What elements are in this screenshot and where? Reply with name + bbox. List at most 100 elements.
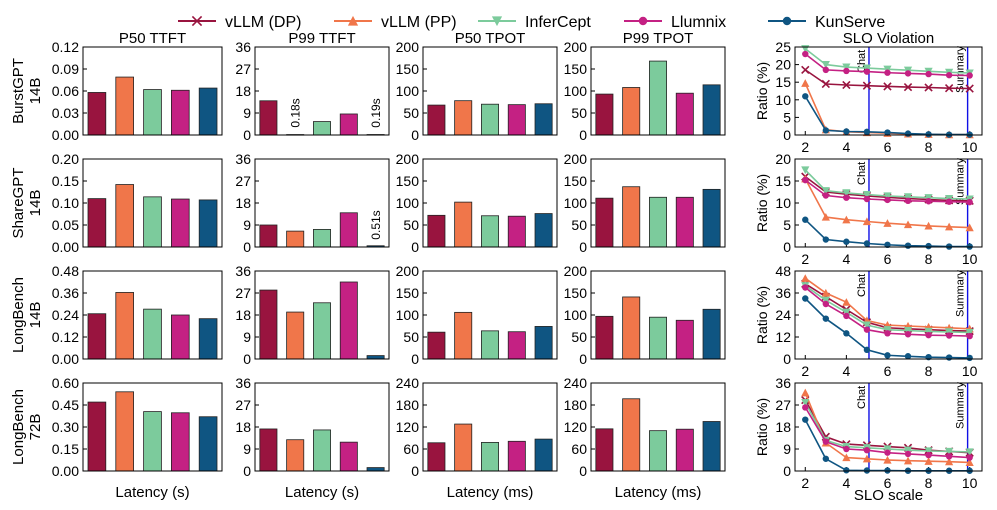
bar-1 — [622, 398, 641, 472]
row-label-line1: LongBench — [10, 389, 27, 465]
slo-point-3 — [904, 450, 912, 458]
bar-annotation: 0.51s — [369, 210, 383, 239]
row-label-line1: BurstGPT — [10, 58, 27, 124]
x-tick-label: 4 — [842, 139, 850, 155]
y-tick-label: 12 — [775, 329, 791, 345]
y-tick-label: 15 — [775, 173, 791, 189]
y-tick-label: 50 — [571, 329, 587, 345]
y-tick-label: 150 — [396, 173, 420, 189]
bar-panel-r3-c0: 0.00 0.15 0.30 0.45 0.60 — [52, 375, 223, 479]
slo-point-4 — [802, 295, 809, 302]
slo-point-3 — [966, 72, 973, 79]
slo-point-1 — [924, 221, 933, 230]
panel-frame — [422, 382, 558, 472]
y-tick-label: 0 — [579, 127, 587, 143]
y-tick-label: 0 — [243, 239, 251, 255]
x-tick-label: 4 — [842, 475, 850, 491]
bar-0 — [259, 224, 278, 248]
y-tick-label: 0.36 — [52, 285, 79, 301]
slo-point-2 — [883, 445, 892, 454]
y-tick-label: 0.06 — [52, 83, 79, 99]
bar-2 — [649, 430, 667, 472]
bar-2 — [481, 215, 499, 248]
y-tick-label: 9 — [243, 441, 251, 457]
slo-line-4 — [804, 95, 970, 136]
slo-point-3 — [945, 198, 953, 205]
x-tick-label: 10 — [962, 363, 978, 379]
slo-point-1 — [862, 217, 872, 226]
slo-point-2 — [821, 61, 830, 69]
bar-panel-r2-c3: 0 50 100 150 200 — [564, 263, 726, 367]
slo-point-3 — [822, 192, 830, 199]
bar-3 — [675, 428, 694, 472]
slo-point-3 — [843, 194, 850, 201]
y-tick-label: 0.05 — [52, 217, 79, 233]
y-tick-label: 18 — [235, 419, 251, 435]
slo-point-2 — [965, 448, 974, 457]
slo-point-0 — [965, 84, 974, 93]
slo-point-4 — [884, 352, 891, 359]
slo-point-2 — [903, 326, 913, 335]
row-label-line2: 14B — [27, 78, 44, 105]
bar-0 — [595, 93, 614, 136]
bar-panel-r2-c2: 0 50 100 150 200 — [396, 263, 558, 367]
y-tick-label: 9 — [243, 217, 251, 233]
slo-point-3 — [884, 330, 891, 337]
bar-1 — [622, 296, 641, 360]
bar-panel-r1-c1: 0 9 18 27 36 0.51s — [235, 151, 390, 255]
slo-point-4 — [884, 129, 891, 136]
y-tick-label: 10 — [775, 195, 791, 211]
x-tick-label: 6 — [884, 475, 892, 491]
bar-panel-r0-c0: 0.00 0.03 0.06 0.09 0.12 — [52, 39, 223, 143]
x-tick-label: 2 — [801, 251, 809, 267]
y-tick-label: 0 — [411, 239, 419, 255]
y-tick-label: 240 — [564, 375, 588, 391]
y-tick-label: 0.30 — [52, 419, 79, 435]
slo-point-3 — [925, 451, 932, 459]
bar-2 — [649, 60, 667, 136]
y-tick-label: 27 — [235, 61, 251, 77]
y-tick-label: 18 — [235, 195, 251, 211]
y-tick-label: 180 — [396, 397, 420, 413]
slo-point-3 — [802, 404, 809, 411]
slo-point-2 — [945, 328, 954, 336]
y-tick-label: 0 — [411, 127, 419, 143]
bar-0 — [595, 315, 614, 360]
slo-panel-r1: 0 5 10 15 20 2 4 6 8 10 Ratio (%) Chat Summary — [754, 151, 983, 267]
bar-4 — [534, 326, 553, 360]
slo-point-4 — [904, 353, 912, 360]
slo-point-4 — [904, 242, 912, 249]
slo-point-1 — [801, 79, 810, 87]
bar-3 — [507, 440, 526, 472]
x-axis-label-1: Latency (s) — [285, 484, 359, 501]
bar-3 — [675, 92, 694, 136]
slo-point-2 — [924, 194, 933, 202]
y-tick-label: 50 — [571, 217, 587, 233]
bar-4 — [198, 87, 218, 136]
x-axis-label-3: Latency (ms) — [615, 484, 702, 501]
bar-panel-r3-c3: 0 60 120 180 240 — [564, 375, 726, 479]
panel-frame — [254, 382, 390, 472]
y-tick-label: 0.00 — [52, 351, 79, 367]
y-tick-label: 18 — [775, 419, 791, 435]
x-tick-label: 8 — [925, 251, 933, 267]
bar-4 — [702, 84, 721, 136]
y-tick-label: 50 — [403, 105, 419, 121]
slo-point-4 — [863, 240, 871, 247]
summary-marker-label: Summary — [955, 381, 967, 429]
bar-2 — [649, 316, 667, 360]
row-label-1: ShareGPT 14B — [10, 168, 44, 239]
bar-panel-r3-c2: 0 60 120 180 240 — [396, 375, 558, 479]
slo-point-0 — [924, 83, 933, 92]
bar-panel-r3-c1: 0 9 18 27 36 — [235, 375, 390, 479]
bar-1 — [286, 311, 305, 360]
column-title-2: P50 TPOT — [455, 30, 526, 47]
slo-point-4 — [925, 131, 932, 138]
y-tick-label: 5 — [783, 217, 791, 233]
bar-1 — [286, 439, 305, 472]
slo-point-2 — [965, 328, 974, 337]
legend-label-2: InferCept — [525, 14, 591, 31]
slo-ylabel: Ratio (%) — [754, 286, 770, 344]
slo-point-3 — [843, 67, 850, 75]
